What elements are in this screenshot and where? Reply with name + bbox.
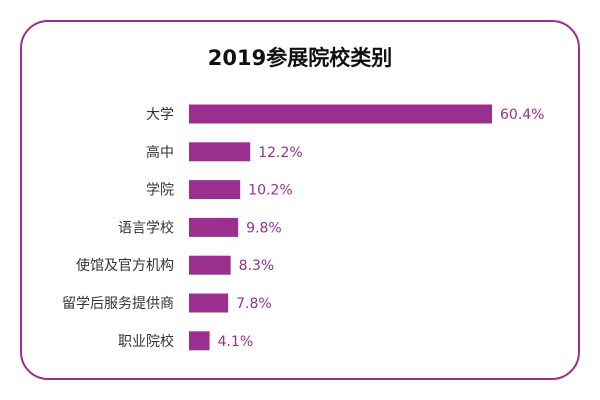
category-label: 高中 xyxy=(146,144,174,161)
chart-title: 2019参展院校类别 xyxy=(207,46,393,70)
category-label: 语言学校 xyxy=(118,219,174,236)
category-label: 大学 xyxy=(146,107,174,123)
bar xyxy=(189,217,239,237)
bar xyxy=(189,104,492,124)
bar xyxy=(189,293,229,313)
value-label: 7.8% xyxy=(236,296,272,312)
value-label: 8.3% xyxy=(239,258,275,274)
value-label: 10.2% xyxy=(248,183,292,199)
bar xyxy=(189,142,251,162)
bar xyxy=(189,255,231,275)
value-label: 60.4% xyxy=(500,107,544,123)
chart-card xyxy=(20,20,580,380)
value-label: 9.8% xyxy=(246,220,282,236)
bar xyxy=(189,331,210,351)
bar xyxy=(189,180,241,200)
value-label: 4.1% xyxy=(218,334,254,350)
value-label: 12.2% xyxy=(258,145,302,161)
category-label: 留学后服务提供商 xyxy=(62,296,174,312)
category-label: 使馆及官方机构 xyxy=(76,257,174,274)
category-label: 学院 xyxy=(146,183,174,199)
category-label: 职业院校 xyxy=(118,333,174,350)
